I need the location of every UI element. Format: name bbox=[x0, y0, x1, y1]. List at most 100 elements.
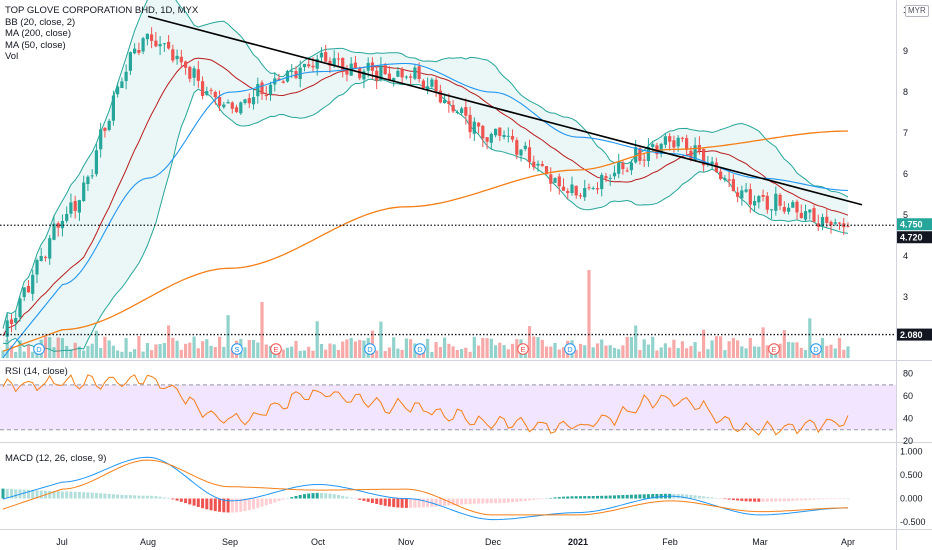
candle-body bbox=[570, 184, 574, 193]
macd-tick-label: -0.500 bbox=[900, 517, 926, 527]
candle-body bbox=[803, 211, 808, 220]
volume-bar bbox=[578, 343, 583, 358]
candle-body bbox=[184, 61, 188, 68]
macd-histogram-bar bbox=[515, 498, 519, 502]
volume-bar bbox=[179, 349, 183, 358]
volume-bar bbox=[697, 351, 701, 358]
macd-histogram-bar bbox=[5, 488, 9, 499]
macd-histogram-bar bbox=[714, 498, 718, 499]
volume-bar bbox=[171, 337, 175, 358]
macd-histogram-bar bbox=[52, 491, 56, 499]
macd-histogram-bar bbox=[489, 498, 493, 504]
macd-histogram-bar bbox=[56, 491, 60, 499]
candle-body bbox=[413, 67, 417, 79]
macd-histogram-bar bbox=[184, 498, 188, 504]
candle-body bbox=[680, 137, 684, 139]
legend-bb[interactable]: BB (20, close, 2) bbox=[5, 16, 76, 28]
candles-layer bbox=[5, 27, 850, 342]
macd-histogram-bar bbox=[680, 494, 684, 499]
candle-body bbox=[595, 188, 600, 190]
macd-histogram-bar bbox=[608, 495, 612, 499]
legend-vol[interactable]: Vol bbox=[5, 51, 19, 62]
volume-bar bbox=[56, 337, 60, 358]
macd-histogram-bar bbox=[141, 495, 145, 499]
candle-body bbox=[464, 107, 468, 116]
signal-line bbox=[2, 459, 848, 516]
legend-ma50[interactable]: MA (50, close) bbox=[5, 39, 66, 51]
candle-body bbox=[587, 187, 591, 189]
volume-bar bbox=[612, 347, 617, 358]
volume-bar bbox=[625, 336, 629, 358]
event-marker-label: E bbox=[771, 345, 776, 354]
candle-body bbox=[218, 97, 222, 106]
candle-body bbox=[311, 65, 315, 68]
volume-bar bbox=[421, 349, 425, 358]
legend-macd[interactable]: MACD (12, 26, close, 9) bbox=[5, 453, 107, 464]
volume-bar bbox=[77, 346, 81, 358]
volume-bar bbox=[651, 336, 655, 358]
time-tick-label: Nov bbox=[398, 537, 415, 547]
price-badge-support: 2.080 bbox=[900, 330, 923, 340]
bb-basis bbox=[2, 57, 849, 337]
macd-histogram-bar bbox=[192, 498, 196, 506]
event-marker-label: D bbox=[813, 345, 819, 354]
macd-histogram-bar bbox=[494, 498, 498, 504]
macd-histogram-bar bbox=[400, 498, 404, 508]
volume-bar bbox=[638, 350, 642, 358]
legend-ma200[interactable]: MA (200, close) bbox=[5, 28, 71, 39]
macd-histogram-bar bbox=[77, 491, 81, 499]
levels-layer: 4.750 4.720 2.080 bbox=[0, 218, 932, 341]
candle-body bbox=[710, 161, 714, 165]
macd-histogram-bar bbox=[120, 494, 124, 499]
macd-histogram-bar bbox=[617, 495, 621, 499]
macd-histogram-bar bbox=[451, 498, 455, 506]
macd-histogram-bar bbox=[426, 498, 430, 508]
macd-histogram-bar bbox=[625, 494, 629, 499]
rsi-legend: RSI (14, close) bbox=[5, 366, 68, 378]
volume-bar bbox=[94, 330, 98, 358]
macd-histogram-bar bbox=[825, 498, 829, 500]
volume-bar bbox=[116, 350, 120, 358]
macd-histogram-bar bbox=[413, 498, 417, 508]
price-tick-label: 9 bbox=[903, 46, 908, 56]
macd-histogram-bar bbox=[196, 498, 200, 507]
volume-bar bbox=[740, 346, 744, 358]
candle-body bbox=[56, 223, 60, 228]
volume-bar bbox=[464, 347, 468, 358]
macd-histogram-bar bbox=[443, 498, 447, 506]
macd-histogram-bar bbox=[375, 498, 379, 504]
candle-body bbox=[825, 216, 829, 223]
macd-histogram-bar bbox=[239, 498, 243, 512]
candle-body bbox=[39, 256, 43, 261]
legend-rsi[interactable]: RSI (14, close) bbox=[5, 366, 68, 377]
volume-bar bbox=[196, 348, 200, 358]
candle-body bbox=[489, 133, 493, 143]
candle-body bbox=[60, 221, 64, 229]
rsi-tick-label: 20 bbox=[903, 436, 913, 446]
macd-histogram-bar bbox=[485, 498, 489, 504]
candle-body bbox=[549, 174, 553, 184]
volume-bar bbox=[795, 342, 799, 358]
candle-body bbox=[544, 166, 549, 175]
macd-histogram-bar bbox=[353, 498, 357, 500]
volume-bar bbox=[595, 343, 600, 358]
candle-body bbox=[65, 214, 69, 221]
candle-body bbox=[625, 170, 629, 172]
volume-bar bbox=[14, 352, 18, 358]
volume-bar bbox=[676, 348, 680, 358]
macd-histogram-bar bbox=[370, 498, 374, 503]
candle-body bbox=[107, 120, 111, 130]
event-marker-label: D bbox=[567, 345, 573, 354]
candle-body bbox=[837, 222, 842, 224]
volume-bar bbox=[65, 345, 69, 358]
event-marker-label: D bbox=[36, 345, 42, 354]
volume-bar bbox=[256, 342, 260, 358]
currency-badge[interactable]: MYR bbox=[905, 5, 929, 17]
event-marker-label: E bbox=[520, 345, 525, 354]
macd-histogram-bar bbox=[613, 495, 616, 499]
volume-bar bbox=[341, 341, 345, 358]
macd-histogram-bar bbox=[562, 496, 565, 499]
volume-bar bbox=[753, 346, 757, 358]
candle-body bbox=[672, 140, 676, 148]
